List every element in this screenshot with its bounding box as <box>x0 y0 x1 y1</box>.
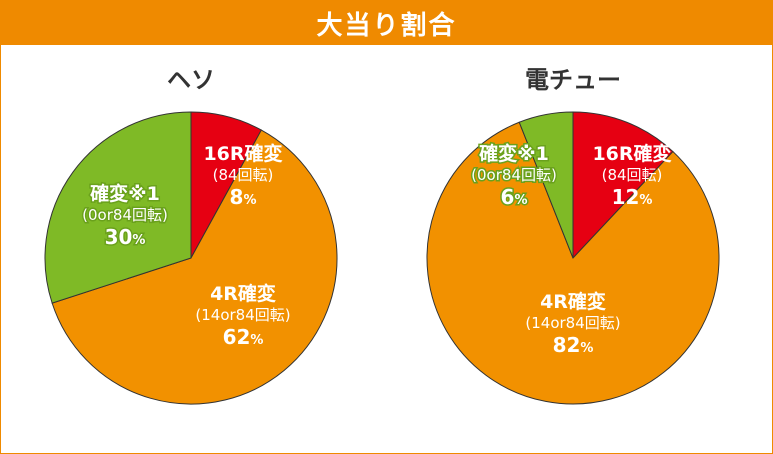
pie1-label-4r: 4R確変(14or84回転)82% <box>525 290 620 357</box>
pie-heso: 16R確変(84回転)8%4R確変(14or84回転)62%確変※1(0or84… <box>44 111 338 405</box>
pie1-slice-16r <box>572 111 674 260</box>
pie1-slice-4r <box>426 121 720 405</box>
pie0-slice-4r <box>51 129 338 405</box>
pie1-label-kakuhen-name: 確変※1 <box>479 142 549 165</box>
pie1-label-16r-detail: (84回転) <box>602 166 663 184</box>
pie0-label-kakuhen-name: 確変※1 <box>90 182 160 205</box>
chart-title-denchu: 電チュー <box>525 66 621 94</box>
pie0-label-kakuhen: 確変※1(0or84回転)30% <box>81 181 170 251</box>
pie0-label-16r-detail: (84回転) <box>213 166 274 184</box>
pie0-label-16r-name: 16R確変 <box>203 142 282 165</box>
pie0-label-kakuhen-detail: (0or84回転) <box>82 206 168 224</box>
pie1-label-kakuhen-detail: (0or84回転) <box>471 166 557 184</box>
pie1-label-4r-name: 4R確変 <box>540 290 606 313</box>
pie1-label-16r: 16R確変(84回転)12% <box>592 142 671 209</box>
pie0-label-4r-name: 4R確変 <box>210 282 276 305</box>
header-title: 大当り割合 <box>1 1 772 45</box>
pie0-label-4r-detail: (14or84回転) <box>195 306 290 324</box>
pie0-label-4r: 4R確変(14or84回転)62% <box>195 282 290 349</box>
pie1-label-4r-detail: (14or84回転) <box>525 314 620 332</box>
pie0-slice-kakuhen <box>44 111 192 304</box>
chart-title-heso: ヘソ <box>167 66 215 94</box>
pie-denchu: 16R確変(84回転)12% 4R確変(14or84回転)82% 確変※1(0or8… <box>426 111 720 405</box>
pie1-label-16r-name: 16R確変 <box>592 142 671 165</box>
pie1-slice-kakuhen <box>518 111 574 259</box>
